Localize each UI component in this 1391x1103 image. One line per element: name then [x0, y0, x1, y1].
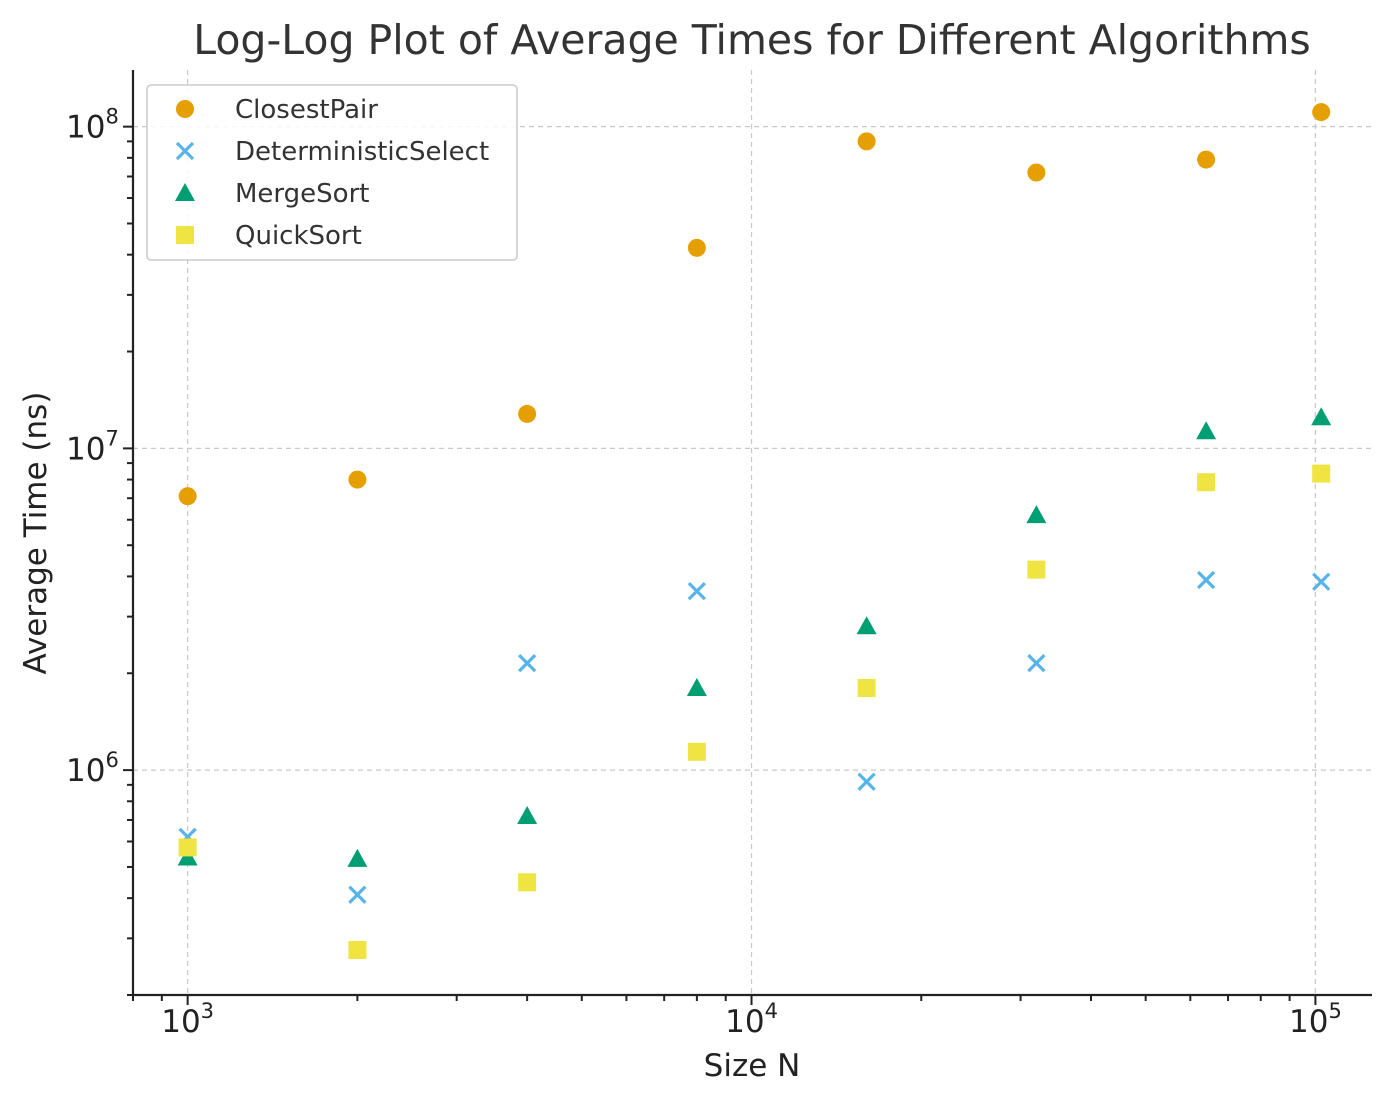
series-DeterministicSelect — [178, 570, 1331, 904]
data-point-stroke — [1312, 572, 1331, 591]
data-point-stroke — [348, 885, 367, 904]
y-tick-exponent: 7 — [105, 426, 118, 450]
y-tick-exponent: 8 — [105, 105, 118, 129]
data-point — [856, 616, 877, 635]
data-point — [857, 132, 876, 151]
x-tick-exponent: 4 — [765, 999, 778, 1023]
data-point — [1197, 150, 1216, 169]
x-tick-base: 10 — [1289, 1004, 1328, 1040]
legend-box — [146, 84, 518, 261]
y-axis-label: Average Time (ns) — [18, 392, 54, 675]
legend-item: QuickSort — [176, 221, 362, 251]
y-tick-label: 107 — [66, 426, 119, 467]
data-point — [177, 847, 198, 866]
ticks — [123, 125, 1317, 1005]
legend-item: ClosestPair — [176, 95, 378, 125]
series-QuickSort — [178, 464, 1331, 959]
data-point — [687, 582, 707, 601]
data-point — [1026, 505, 1047, 524]
series-ClosestPair — [178, 103, 1331, 506]
legend-marker — [176, 226, 194, 244]
data-point — [857, 772, 876, 791]
data-point — [517, 806, 538, 825]
data-point-stroke — [1027, 654, 1046, 673]
data-point — [1312, 464, 1331, 483]
y-tick-exponent: 6 — [105, 748, 118, 772]
data-point — [178, 487, 197, 506]
data-points — [177, 103, 1332, 959]
y-tick-label: 108 — [66, 105, 119, 146]
legend-item: DeterministicSelect — [175, 137, 489, 167]
legend-marker — [175, 141, 195, 161]
legend-marker — [176, 100, 194, 118]
chart-title: Log-Log Plot of Average Times for Differ… — [193, 16, 1311, 64]
data-point — [686, 677, 707, 696]
x-axis-label: Size N — [704, 1048, 801, 1084]
legend-marker — [175, 183, 195, 201]
x-tick-label: 103 — [161, 999, 214, 1040]
y-tick-base: 10 — [66, 753, 105, 789]
x-tick-base: 10 — [725, 1004, 764, 1040]
x-tick-label: 105 — [1289, 999, 1342, 1040]
data-point-stroke — [687, 582, 707, 601]
series-MergeSort — [177, 407, 1332, 867]
data-point — [1196, 421, 1217, 440]
data-point — [1197, 473, 1216, 492]
data-point-stroke — [518, 654, 537, 673]
data-point — [687, 238, 706, 257]
data-point — [348, 885, 367, 904]
x-tick-label: 104 — [725, 999, 778, 1040]
data-point — [1196, 570, 1216, 590]
data-point — [1027, 560, 1046, 579]
data-point — [687, 742, 706, 761]
data-point — [1027, 654, 1046, 673]
y-tick-base: 10 — [66, 110, 105, 146]
data-point — [1311, 407, 1332, 426]
legend-item: MergeSort — [175, 179, 369, 209]
legend-label: ClosestPair — [235, 95, 378, 125]
data-point — [518, 404, 537, 423]
legend-marker-stroke — [175, 141, 195, 161]
legend-label: QuickSort — [235, 221, 362, 251]
data-point — [348, 940, 367, 959]
data-point — [518, 654, 537, 673]
data-point — [518, 873, 537, 892]
y-tick-base: 10 — [66, 431, 105, 467]
data-point — [347, 848, 368, 867]
data-point — [178, 838, 197, 857]
legend-label: MergeSort — [235, 179, 369, 209]
y-tick-label: 106 — [66, 748, 119, 789]
x-tick-base: 10 — [161, 1004, 200, 1040]
x-tick-exponent: 3 — [201, 999, 214, 1023]
x-tick-exponent: 5 — [1328, 999, 1341, 1023]
data-point — [1027, 163, 1046, 182]
data-point — [348, 470, 367, 489]
data-point — [857, 678, 876, 697]
data-point — [1312, 103, 1331, 122]
data-point-stroke — [857, 772, 876, 791]
data-point — [1312, 572, 1331, 591]
legend-label: DeterministicSelect — [235, 137, 489, 167]
data-point-stroke — [1196, 570, 1216, 590]
legend: ClosestPair DeterministicSelect MergeSort Q… — [146, 84, 518, 261]
